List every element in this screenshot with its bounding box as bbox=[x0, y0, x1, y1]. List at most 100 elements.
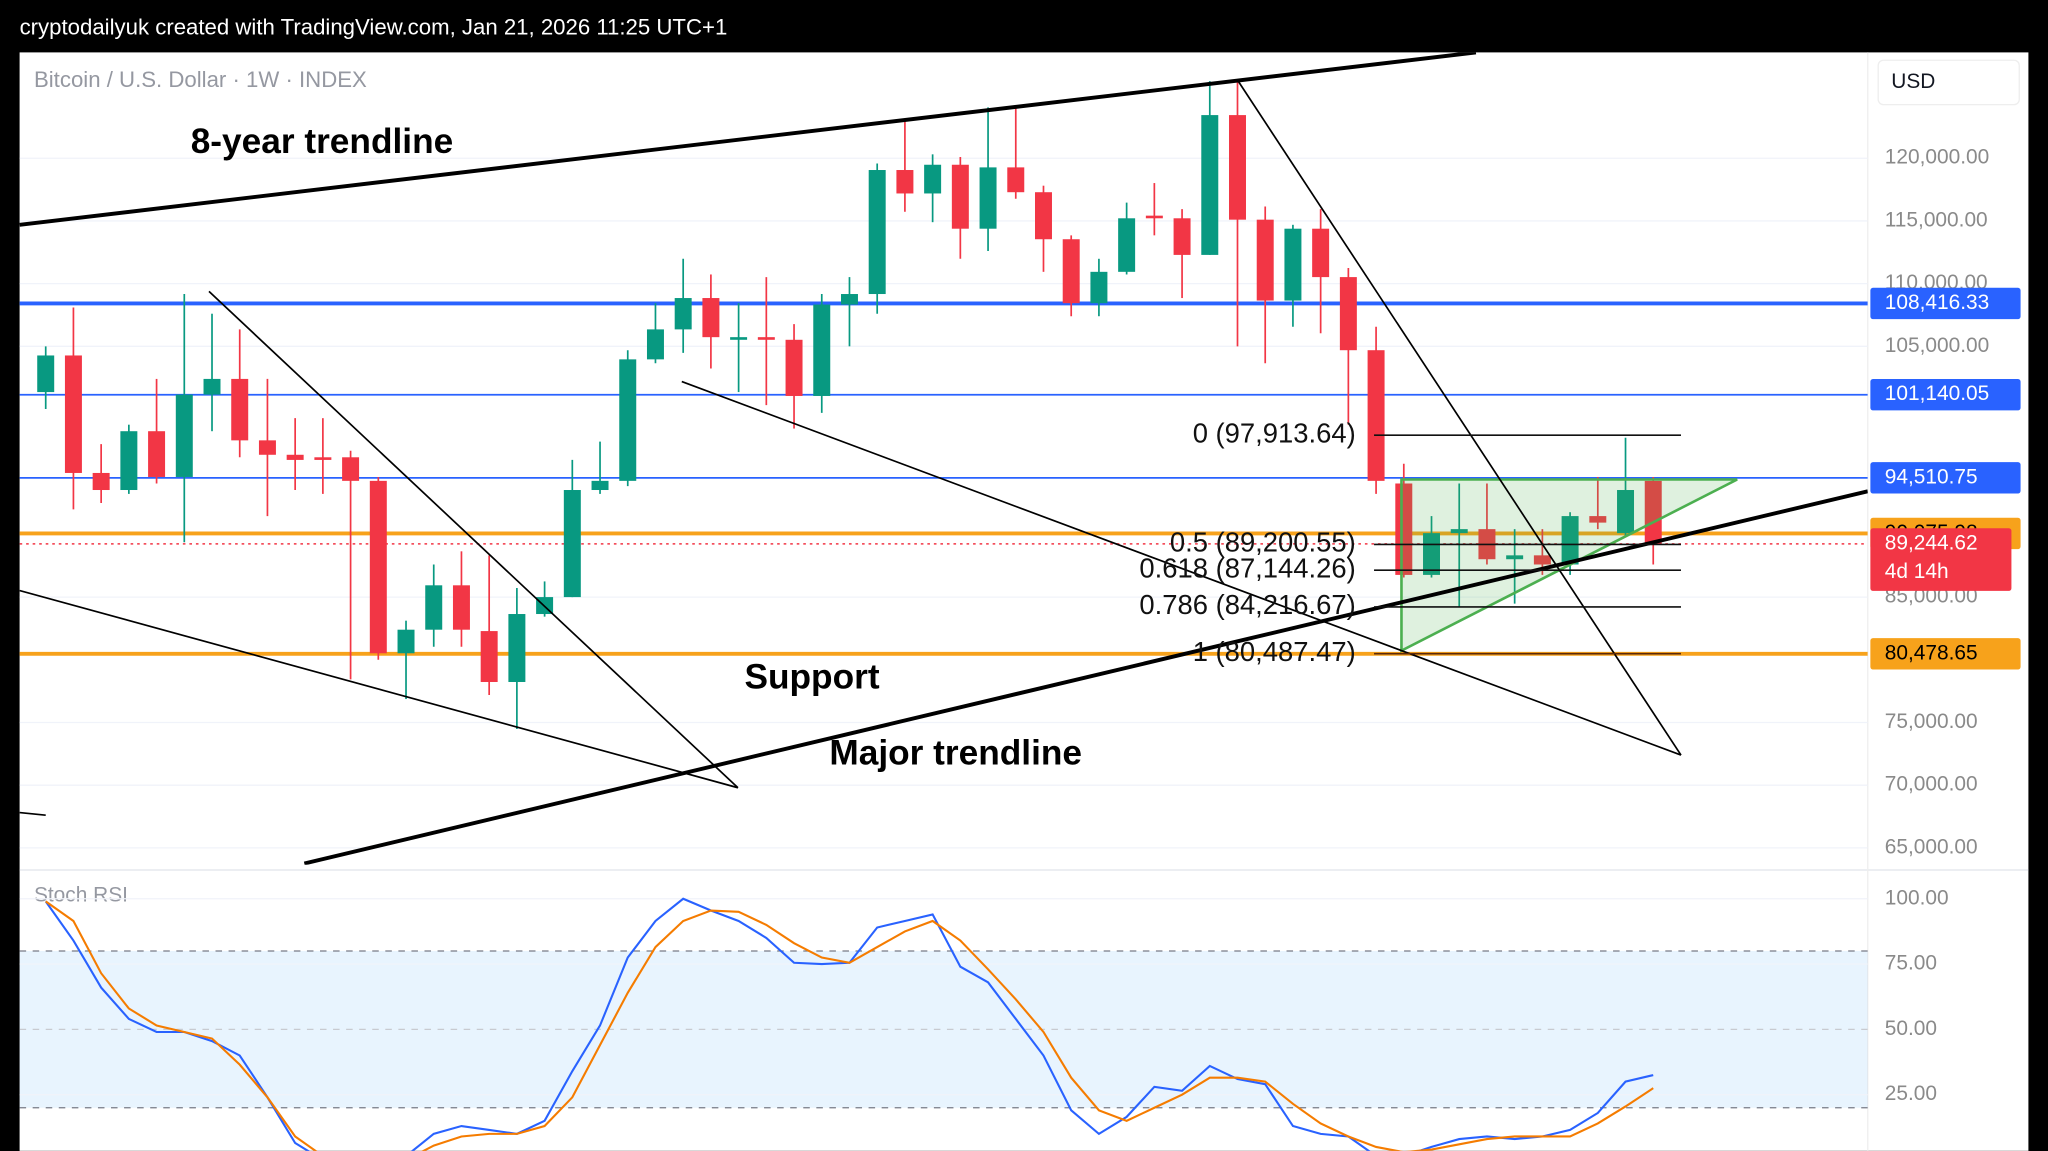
candle-body bbox=[480, 631, 498, 682]
indicator-layer bbox=[19, 897, 1868, 1151]
trendline bbox=[1237, 80, 1682, 756]
candle-body bbox=[619, 359, 637, 481]
price-tag-label: 108,416.33 bbox=[1885, 291, 1989, 314]
y-tick-label: 105,000.00 bbox=[1885, 334, 1989, 357]
symbol-title: Bitcoin / U.S. Dollar · 1W · INDEX bbox=[34, 67, 367, 92]
y-tick-label: 115,000.00 bbox=[1885, 208, 1988, 231]
candle-body bbox=[840, 294, 858, 305]
candle-body bbox=[342, 457, 360, 481]
currency: USD bbox=[1891, 70, 1935, 93]
candle-body bbox=[286, 454, 304, 460]
candle-body bbox=[1367, 350, 1385, 481]
candle-body bbox=[1644, 480, 1662, 544]
candle-body bbox=[646, 329, 664, 360]
candle-body bbox=[1589, 516, 1607, 523]
candle-body bbox=[924, 164, 942, 194]
triangle-pattern bbox=[1400, 478, 1738, 653]
price-tag-label: 80,478.65 bbox=[1885, 641, 1978, 664]
y-tick-label: 120,000.00 bbox=[1885, 146, 1989, 169]
candle-body bbox=[425, 585, 443, 630]
price-tag bbox=[1870, 638, 2021, 670]
y-tick-label: 65,000.00 bbox=[1885, 835, 1978, 858]
price-tag bbox=[1870, 379, 2021, 411]
trendline bbox=[19, 52, 1477, 227]
candle-body bbox=[1284, 228, 1302, 301]
trendline bbox=[19, 811, 46, 817]
fib-label: 0.786 (84,216.67) bbox=[1139, 589, 1355, 620]
y-tick-label: 100.00 bbox=[1885, 886, 1949, 909]
indicator-title: Stoch RSI bbox=[34, 884, 128, 907]
candle-body bbox=[1173, 218, 1191, 255]
candle-body bbox=[1007, 167, 1025, 193]
price-tag bbox=[1870, 528, 2012, 591]
candle-body bbox=[702, 298, 720, 338]
candle-body bbox=[1256, 219, 1274, 301]
candle-body bbox=[1090, 271, 1108, 304]
y-tick-label: 70,000.00 bbox=[1885, 773, 1978, 796]
candle-body bbox=[64, 355, 82, 473]
trendline bbox=[19, 589, 739, 789]
candle-body bbox=[730, 337, 748, 340]
price-tag bbox=[1870, 462, 2021, 494]
candle-body bbox=[785, 339, 803, 396]
candle-body bbox=[1339, 277, 1357, 351]
axis-layer: 65,000.0070,000.0075,000.0085,000.00105,… bbox=[1870, 146, 2021, 1105]
candle-body bbox=[1229, 115, 1246, 220]
fib-label: 0 (97,913.64) bbox=[1193, 417, 1356, 448]
candle-body bbox=[951, 164, 969, 229]
candle-body bbox=[1423, 533, 1440, 575]
candle-body bbox=[868, 170, 886, 295]
fib-layer: 0 (97,913.64) 0.5 (89,200.55)0.618 (87,14… bbox=[1139, 417, 1681, 667]
candle-body bbox=[591, 480, 609, 491]
price-tag-label: 89,244.62 bbox=[1885, 531, 1978, 554]
price-tag-label: 94,510.75 bbox=[1885, 465, 1978, 488]
candle-body bbox=[92, 472, 110, 491]
candle-body bbox=[1561, 516, 1579, 565]
candle-body bbox=[1395, 483, 1413, 575]
y-tick-label: 75,000.00 bbox=[1885, 710, 1978, 733]
candle-body bbox=[1062, 239, 1080, 304]
candle-body bbox=[148, 431, 166, 477]
fib-label: 1 (80,487.47) bbox=[1193, 636, 1356, 667]
candle-body bbox=[1506, 555, 1524, 560]
candle-body bbox=[1312, 228, 1330, 278]
header-title: cryptodailyuk created with TradingView.c… bbox=[20, 15, 728, 40]
candle-body bbox=[674, 298, 692, 330]
candle-body bbox=[120, 431, 138, 491]
candle-body bbox=[1034, 192, 1052, 240]
annotation: Support bbox=[744, 658, 879, 697]
candles-layer bbox=[37, 81, 1662, 730]
candle-body bbox=[452, 585, 470, 630]
candle-body bbox=[369, 480, 387, 654]
fib-label: 0.5 (89,200.55) bbox=[1170, 527, 1356, 558]
candle-body bbox=[979, 167, 997, 229]
y-tick-label: 50.00 bbox=[1885, 1017, 1937, 1040]
grid-layer bbox=[19, 157, 1868, 849]
currency-box[interactable] bbox=[1877, 59, 2020, 106]
trendline bbox=[681, 380, 1682, 756]
candle-body bbox=[1118, 218, 1136, 272]
candle-body bbox=[1617, 490, 1635, 534]
candle-body bbox=[813, 304, 831, 396]
price-tag-label: 101,140.05 bbox=[1885, 382, 1989, 405]
candle-body bbox=[231, 378, 249, 441]
candle-body bbox=[203, 378, 221, 395]
countdown: 4d 14h bbox=[1885, 560, 1949, 583]
fib-label: 0.618 (87,144.26) bbox=[1139, 552, 1355, 583]
chart-panel bbox=[19, 52, 2029, 1151]
price-tag bbox=[1870, 287, 2021, 320]
candle-body bbox=[1450, 529, 1468, 534]
candle-body bbox=[175, 394, 193, 477]
trendline bbox=[303, 489, 1868, 865]
candle-body bbox=[314, 457, 332, 460]
candle-body bbox=[1145, 215, 1163, 219]
annotation: Major trendline bbox=[829, 733, 1082, 772]
candle-body bbox=[563, 490, 581, 598]
y-tick-label: 25.00 bbox=[1885, 1082, 1937, 1105]
annotation: 8-year trendline bbox=[191, 122, 454, 161]
levels-layer bbox=[19, 301, 1868, 656]
candle-body bbox=[1533, 555, 1551, 565]
candle-body bbox=[896, 170, 914, 194]
candle-body bbox=[508, 614, 526, 682]
